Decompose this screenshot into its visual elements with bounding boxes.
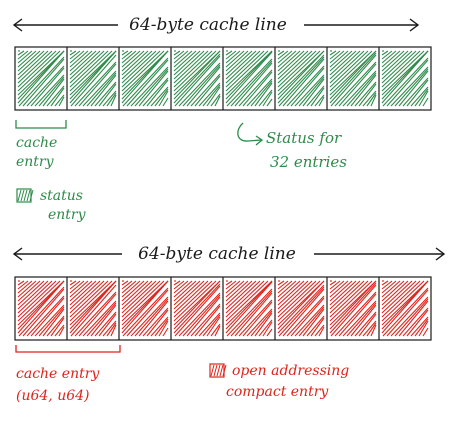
- hatched-cell: [329, 280, 377, 337]
- top-bracket-label-line2: entry: [16, 154, 55, 170]
- top-cell-dividers: [66, 47, 380, 110]
- hatched-cell: [381, 50, 429, 107]
- swatch-hatch-line: [213, 364, 218, 377]
- top-entry-bracket: [15, 120, 67, 129]
- bottom-bracket-label-line2: (u64, u64): [16, 388, 90, 404]
- top-cell-row: [14, 46, 432, 111]
- hatched-cell: [277, 50, 325, 107]
- hatched-cell: [329, 50, 377, 107]
- hatched-cell: [69, 280, 117, 337]
- bottom-legend-line2: compact entry: [226, 384, 329, 400]
- top-cache-line-diagram: 64-byte cache line cache entry Status fo…: [12, 15, 432, 223]
- top-legend-line2: entry: [48, 207, 87, 223]
- top-legend: status entry: [16, 188, 87, 223]
- top-note-curved-arrow: [237, 122, 263, 142]
- hatched-cell: [17, 280, 65, 337]
- hatched-cell: [121, 280, 169, 337]
- top-bracket-label-line1: cache: [16, 135, 57, 151]
- bottom-entry-hatching: [17, 280, 429, 337]
- bottom-title: 64-byte cache line: [138, 244, 296, 264]
- hatched-cell: [17, 50, 65, 107]
- swatch-hatch-line: [222, 364, 227, 377]
- top-note-line2: 32 entries: [270, 153, 347, 171]
- hatched-cell: [225, 50, 273, 107]
- bottom-cache-line-diagram: 64-byte cache line cache entry (u64, u64…: [12, 244, 446, 404]
- bottom-legend-swatch-hatch: [210, 364, 227, 377]
- hatched-cell: [277, 280, 325, 337]
- swatch-hatch-line: [17, 189, 22, 202]
- swatch-hatch-line: [216, 364, 221, 377]
- hatched-cell: [121, 50, 169, 107]
- hatched-cell: [173, 50, 221, 107]
- bottom-bracket-label-line1: cache entry: [16, 366, 100, 382]
- swatch-hatch-line: [210, 364, 215, 377]
- hatched-cell: [225, 280, 273, 337]
- hatched-cell: [173, 280, 221, 337]
- bottom-legend-line1: open addressing: [232, 363, 349, 379]
- bottom-cell-dividers: [66, 277, 380, 340]
- top-status-hatching: [17, 50, 429, 107]
- top-note-line1: Status for: [266, 129, 342, 147]
- swatch-hatch-line: [20, 189, 25, 202]
- hatched-cell: [381, 280, 429, 337]
- bottom-entry-bracket: [15, 345, 121, 353]
- top-legend-swatch-hatch: [17, 189, 34, 202]
- bottom-legend: open addressing compact entry: [209, 363, 349, 400]
- top-note-arrowhead: [255, 135, 264, 146]
- swatch-hatch-line: [26, 189, 31, 202]
- swatch-hatch-line: [23, 189, 28, 202]
- bottom-cell-row: [14, 276, 432, 341]
- hatched-cell: [69, 50, 117, 107]
- top-legend-line1: status: [40, 188, 83, 204]
- swatch-hatch-line: [29, 189, 34, 202]
- swatch-hatch-line: [219, 364, 224, 377]
- bottom-width-arrow: [12, 247, 446, 261]
- top-title: 64-byte cache line: [129, 15, 287, 35]
- top-width-arrow: [12, 18, 420, 32]
